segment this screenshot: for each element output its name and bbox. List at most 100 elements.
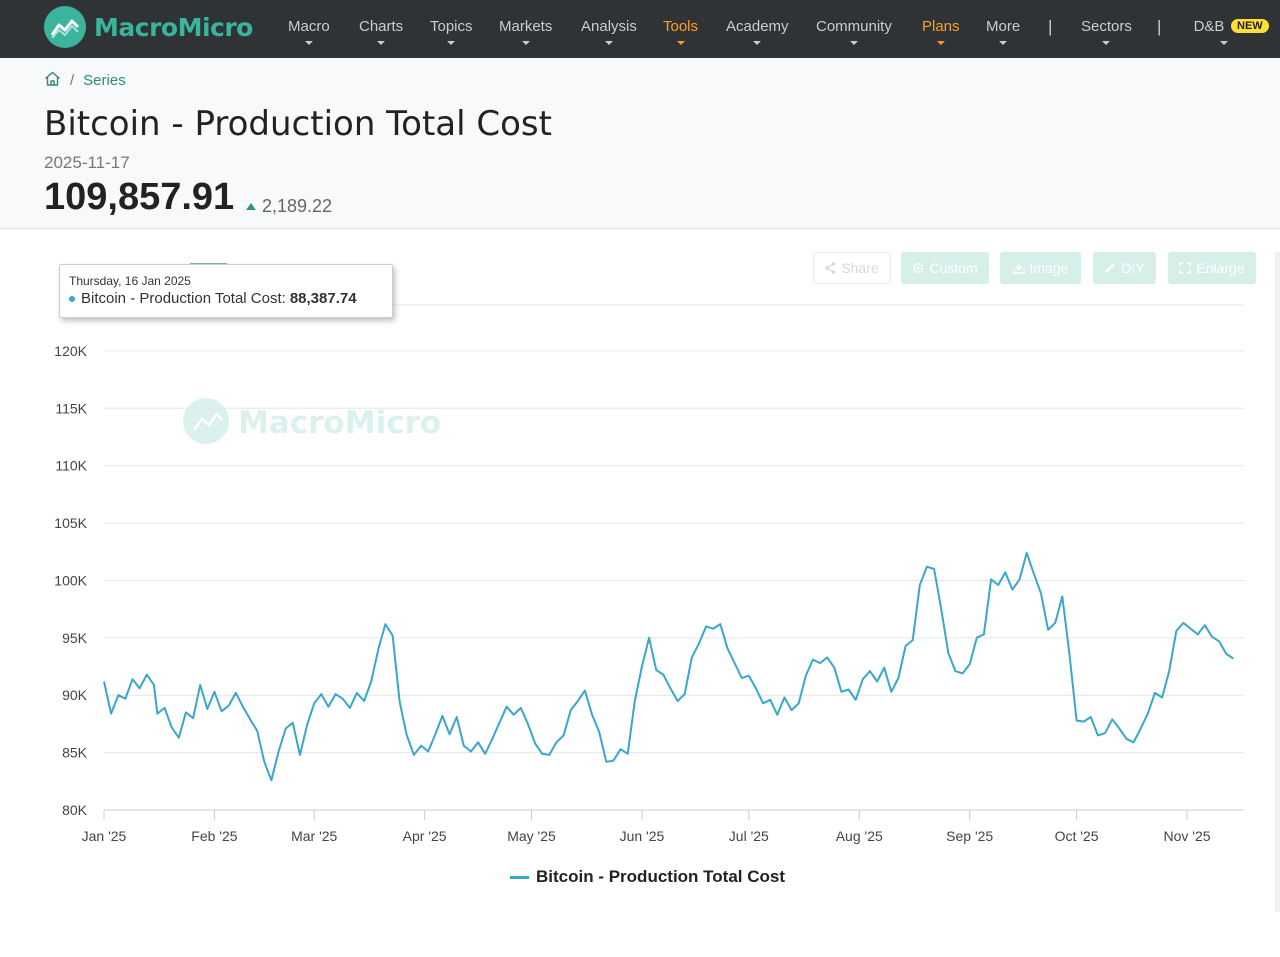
- custom-label: Custom: [929, 260, 978, 276]
- y-tick-label: 95K: [62, 630, 88, 646]
- nav-charts[interactable]: Charts: [359, 18, 403, 45]
- gear-icon: [913, 262, 924, 274]
- tooltip-series-label: Bitcoin - Production Total Cost:: [81, 290, 286, 307]
- nav-charts-label: Charts: [359, 18, 404, 35]
- y-tick-label: 105K: [54, 515, 87, 531]
- home-icon[interactable]: [44, 71, 61, 90]
- value-change-amount: 2,189.22: [262, 196, 333, 216]
- y-tick-label: 110K: [55, 458, 87, 474]
- expand-icon: [1179, 262, 1192, 274]
- chevron-down-icon: [753, 41, 762, 45]
- enlarge-label: Enlarge: [1196, 260, 1245, 276]
- nav-analysis[interactable]: Analysis: [581, 18, 637, 45]
- chevron-down-icon: [1220, 41, 1228, 45]
- chevron-down-icon: [377, 41, 386, 45]
- x-axis: Jan '25 Feb '25 Mar '25 Apr '25 May '25 Jun '…: [82, 810, 1211, 844]
- brand-logo[interactable]: MacroMicro: [44, 6, 253, 48]
- series-dot-icon: [69, 295, 75, 302]
- x-tick-label: Nov '25: [1163, 828, 1210, 844]
- y-tick-label: 100K: [54, 572, 87, 588]
- latest-value: 109,857.91: [44, 176, 235, 218]
- chevron-down-icon: [604, 41, 613, 45]
- nav-analysis-label: Analysis: [581, 18, 637, 35]
- diy-label: DIY: [1121, 260, 1145, 276]
- nav-topics[interactable]: Topics: [430, 18, 473, 45]
- watermark-logo-icon: [183, 398, 229, 444]
- x-tick-label: Sep '25: [946, 828, 993, 844]
- grid: [104, 304, 1244, 811]
- nav-macro-label: Macro: [288, 18, 330, 35]
- x-tick-label: Mar '25: [291, 828, 337, 844]
- legend-swatch: [510, 875, 529, 879]
- nav-separator: |: [1048, 17, 1053, 36]
- nav-community[interactable]: Community: [816, 18, 892, 45]
- chart-tooltip: Thursday, 16 Jan 2025 Bitcoin - Producti…: [59, 264, 393, 318]
- nav-more-label: More: [986, 18, 1021, 35]
- share-label: Share: [841, 260, 879, 276]
- image-button[interactable]: Image: [1000, 252, 1081, 284]
- nav-academy-label: Academy: [726, 18, 789, 35]
- nav-db-label: D&B: [1193, 18, 1225, 35]
- custom-button[interactable]: Custom: [901, 252, 989, 284]
- y-tick-label: 85K: [62, 745, 88, 761]
- tooltip-date: Thursday, 16 Jan 2025: [69, 274, 191, 288]
- nav-more[interactable]: More: [986, 18, 1020, 45]
- nav-academy[interactable]: Academy: [726, 18, 789, 45]
- pencil-icon: [1105, 263, 1115, 273]
- enlarge-button[interactable]: Enlarge: [1168, 252, 1256, 284]
- chevron-down-icon: [936, 41, 945, 45]
- x-tick-label: Jun '25: [620, 828, 665, 844]
- chevron-down-icon: [999, 41, 1008, 45]
- latest-date: 2025-11-17: [44, 153, 130, 172]
- value-change: 2,189.22: [246, 196, 332, 217]
- nav-db[interactable]: D&B: [1190, 18, 1228, 45]
- nav-plans[interactable]: Plans: [922, 18, 960, 45]
- y-tick-label: 120K: [54, 343, 87, 359]
- watermark-text: MacroMicro: [238, 405, 441, 441]
- tooltip-value: 88,387.74: [289, 290, 357, 307]
- diy-button[interactable]: DIY: [1093, 252, 1156, 284]
- y-tick-label: 90K: [62, 687, 88, 703]
- breadcrumb-series-link[interactable]: Series: [83, 72, 126, 89]
- watermark: MacroMicro: [183, 398, 441, 444]
- nav-topics-label: Topics: [430, 18, 473, 35]
- page-title: Bitcoin - Production Total Cost: [44, 104, 552, 144]
- top-navigation-bar: MacroMicro Macro Charts Topics Markets A…: [0, 0, 1280, 58]
- chevron-down-icon: [521, 41, 530, 45]
- nav-sectors-label: Sectors: [1081, 18, 1132, 35]
- share-icon: [825, 262, 836, 274]
- x-tick-label: Jan '25: [82, 828, 127, 844]
- breadcrumb-separator: /: [70, 72, 75, 89]
- chart-legend[interactable]: Bitcoin - Production Total Cost: [510, 867, 785, 887]
- download-icon: [1012, 263, 1025, 274]
- logo-chart-icon: [44, 6, 86, 48]
- series-line[interactable]: [103, 551, 1234, 782]
- line-chart[interactable]: MacroMicro 80K 85K 90K 95K 100K 105K 110K 115K 1…: [0, 230, 1280, 910]
- nav-tools[interactable]: Tools: [663, 18, 698, 45]
- x-tick-label: Feb '25: [191, 828, 237, 844]
- chevron-down-icon: [447, 41, 456, 45]
- chevron-down-icon: [676, 41, 685, 45]
- nav-sectors[interactable]: Sectors: [1081, 18, 1132, 45]
- y-tick-label: 80K: [62, 802, 88, 818]
- nav-community-label: Community: [816, 18, 892, 35]
- x-tick-label: Oct '25: [1055, 828, 1099, 844]
- image-label: Image: [1029, 260, 1069, 276]
- breadcrumb: / Series: [44, 71, 126, 90]
- new-badge: NEW: [1231, 19, 1269, 33]
- nav-tools-label: Tools: [663, 18, 699, 35]
- nav-macro[interactable]: Macro: [288, 18, 330, 45]
- nav-markets[interactable]: Markets: [499, 18, 552, 45]
- y-tick-label: 115K: [55, 400, 87, 416]
- nav-separator: |: [1157, 17, 1162, 36]
- chevron-down-icon: [849, 41, 858, 45]
- scrollbar-track[interactable]: [1275, 252, 1280, 912]
- series-header: / Series Bitcoin - Production Total Cost…: [0, 58, 1280, 229]
- brand-name: MacroMicro: [94, 12, 253, 42]
- share-button[interactable]: Share: [813, 252, 891, 284]
- x-tick-label: Aug '25: [836, 828, 883, 844]
- nav-plans-label: Plans: [922, 18, 960, 35]
- x-tick-label: Jul '25: [729, 828, 769, 844]
- chevron-down-icon: [1102, 41, 1111, 45]
- y-axis: 80K 85K 90K 95K 100K 105K 110K 115K 120K: [54, 343, 87, 818]
